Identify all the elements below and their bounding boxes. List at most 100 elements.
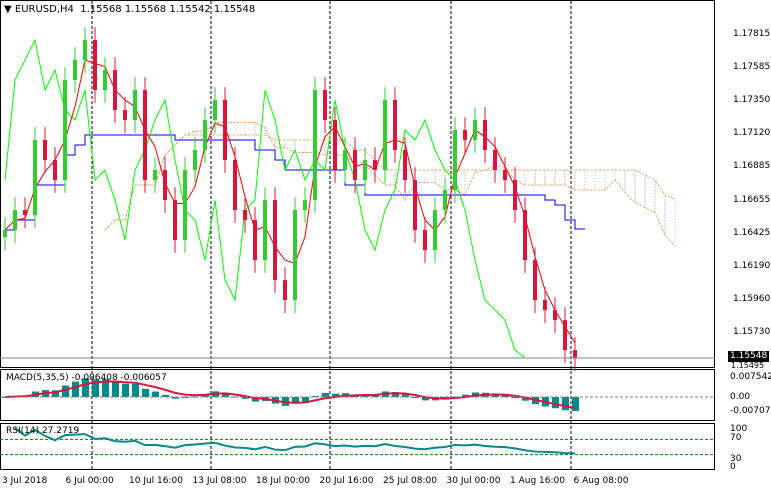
rsi-label: RSI(14) 27.2719 xyxy=(6,426,80,436)
rsi-line xyxy=(14,427,576,455)
macd-histogram-bar xyxy=(522,397,529,401)
ichimoku-cloud xyxy=(294,139,306,154)
macd-histogram-bar xyxy=(92,379,99,397)
macd-histogram-bar xyxy=(562,397,569,411)
candle-body xyxy=(343,150,347,171)
candle-body xyxy=(313,90,317,201)
candle-body xyxy=(513,180,517,211)
macd-histogram-bar xyxy=(132,383,139,397)
ichimoku-cloud xyxy=(604,169,616,192)
macd-tick-max: 0.007542 xyxy=(730,372,771,382)
candle-body xyxy=(483,120,487,151)
macd-histogram-bar xyxy=(122,383,129,397)
low-value: 1.15542 xyxy=(169,4,211,15)
open-value: 1.15568 xyxy=(80,4,122,15)
ichimoku-cloud xyxy=(654,178,666,236)
candle-body xyxy=(103,70,107,91)
candle-body xyxy=(173,200,177,241)
rsi-tick-0: 0 xyxy=(730,462,736,472)
candle-body xyxy=(123,110,127,121)
time-tick: 3 Jul 2018 xyxy=(2,476,48,486)
ichimoku-cloud xyxy=(614,169,626,194)
price-tick: 1.17350 xyxy=(733,95,771,106)
candle-body xyxy=(523,210,527,261)
macd-tick-zero: 0.00 xyxy=(730,392,751,402)
price-axis-bottom: 1.15495 xyxy=(731,361,765,370)
candle-body xyxy=(453,130,457,191)
ichimoku-cloud xyxy=(564,169,576,191)
ichimoku-cloud xyxy=(544,169,556,186)
macd-histogram-bar xyxy=(422,397,429,401)
time-tick: 1 Aug 16:00 xyxy=(510,476,565,486)
macd-histogram-bar xyxy=(252,397,259,402)
macd-tick-min: -0.007072 xyxy=(730,406,771,416)
candle-body xyxy=(203,120,207,151)
ichimoku-cloud xyxy=(284,139,296,154)
kijun-line xyxy=(5,134,585,231)
price-tick: 1.15730 xyxy=(733,326,771,337)
price-tick: 1.16190 xyxy=(733,260,771,271)
candle-body xyxy=(83,40,87,61)
candle-body xyxy=(403,150,407,181)
macd-histogram-bar xyxy=(552,397,559,409)
candle-body xyxy=(473,120,477,141)
ichimoku-cloud xyxy=(184,130,196,136)
ichimoku-cloud xyxy=(244,122,256,136)
macd-histogram-bar xyxy=(462,394,469,397)
time-tick: 30 Jul 00:00 xyxy=(446,476,501,486)
ichimoku-cloud xyxy=(484,164,496,171)
main-pane-frame xyxy=(0,0,715,368)
ichimoku-cloud xyxy=(384,169,396,186)
candle-body xyxy=(333,120,337,171)
time-tick: 6 Aug 08:00 xyxy=(573,476,629,486)
high-value: 1.15568 xyxy=(124,4,167,15)
candle-body xyxy=(563,320,567,351)
ichimoku-cloud xyxy=(554,169,566,186)
price-tick: 1.17120 xyxy=(733,128,771,139)
ichimoku-cloud xyxy=(524,169,536,186)
collapse-triangle-icon[interactable]: ▼ xyxy=(4,4,12,15)
ichimoku-cloud xyxy=(254,121,266,136)
macd-histogram-bar xyxy=(82,378,89,397)
macd-histogram-bar xyxy=(572,397,579,411)
candle-body xyxy=(353,150,357,181)
macd-histogram-bar xyxy=(72,381,79,397)
macd-histogram-bar xyxy=(302,397,309,402)
macd-histogram-bar xyxy=(332,393,339,397)
ichimoku-cloud xyxy=(664,194,676,248)
current-price-label: 1.15548 xyxy=(728,351,770,362)
candle-body xyxy=(223,100,227,161)
time-tick: 25 Jul 08:00 xyxy=(383,476,437,486)
macd-histogram-bar xyxy=(52,390,59,397)
candle-body xyxy=(423,230,427,251)
chart-title: ▼ EURUSD,H4 1.15568 1.15568 1.15542 1.15… xyxy=(4,4,255,15)
ichimoku-cloud xyxy=(634,169,646,209)
price-tick: 1.15960 xyxy=(733,293,771,304)
candle-body xyxy=(263,200,267,261)
candle-body xyxy=(293,210,297,301)
candle-body xyxy=(303,200,307,211)
candle-body xyxy=(253,220,257,261)
candle-body xyxy=(383,100,387,171)
time-tick: 18 Jul 00:00 xyxy=(256,476,310,486)
rsi-pane-frame xyxy=(0,423,715,470)
ichimoku-cloud xyxy=(424,169,436,184)
macd-histogram-bar xyxy=(222,392,229,397)
rsi-tick-30: 30 xyxy=(730,454,742,464)
time-tick: 10 Jul 16:00 xyxy=(129,476,183,486)
candle-body xyxy=(153,170,157,181)
macd-histogram-bar xyxy=(62,385,69,397)
macd-histogram-bar xyxy=(322,392,329,397)
candle-body xyxy=(33,140,37,216)
macd-histogram-bar xyxy=(392,392,399,397)
candle-body xyxy=(163,170,167,201)
macd-label: MACD(5,35,5) -0.006408 -0.006057 xyxy=(6,373,167,383)
macd-histogram-bar xyxy=(372,394,379,397)
candle-body xyxy=(113,70,117,111)
macd-histogram-bar xyxy=(492,394,499,397)
ichimoku-cloud xyxy=(434,169,446,192)
price-tick: 1.17815 xyxy=(733,29,771,39)
candle-body xyxy=(553,310,557,321)
macd-histogram-bar xyxy=(152,391,159,397)
